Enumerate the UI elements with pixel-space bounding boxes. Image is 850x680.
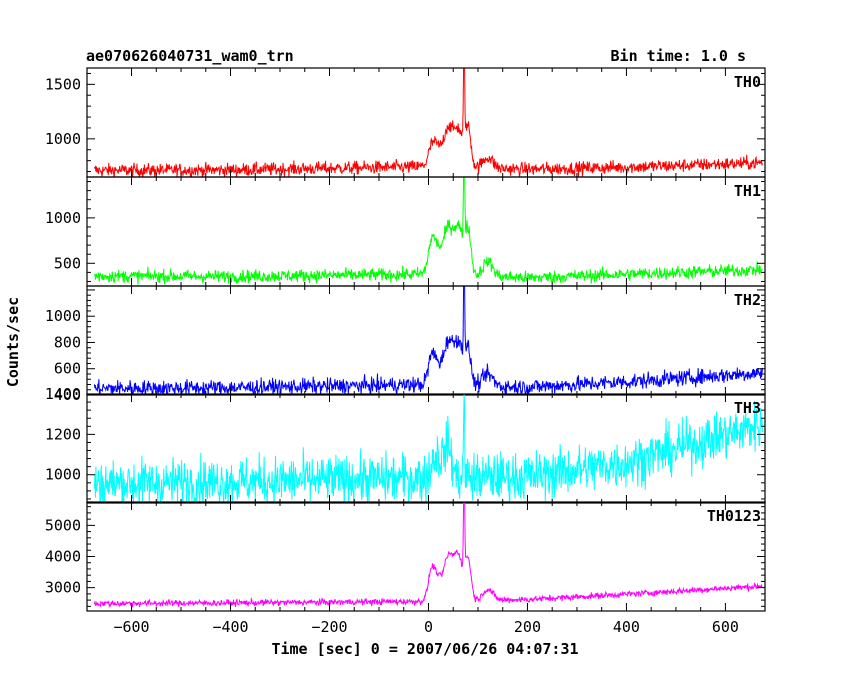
y-tick-label: 1000 bbox=[45, 130, 81, 148]
y-tick-label: 4000 bbox=[45, 548, 81, 566]
y-tick-label: 1000 bbox=[45, 307, 81, 325]
panel-th3: 1000 1200 1400 TH3 bbox=[45, 385, 766, 504]
x-tick-label: 600 bbox=[712, 618, 739, 636]
panel-label: TH0123 bbox=[707, 507, 761, 525]
y-tick-label: 5000 bbox=[45, 516, 81, 534]
y-tick-label: 3000 bbox=[45, 579, 81, 597]
bin-time-label: Bin time: 1.0 s bbox=[611, 47, 746, 65]
y-tick-label: 500 bbox=[54, 254, 81, 272]
series-th2 bbox=[93, 286, 764, 395]
y-tick-label: 800 bbox=[54, 333, 81, 351]
y-tick-label: 400 bbox=[54, 386, 81, 404]
panel-label: TH1 bbox=[734, 182, 761, 200]
x-axis-label: Time [sec] 0 = 2007/06/26 04:07:31 bbox=[271, 640, 578, 658]
y-tick-label: 1400 bbox=[45, 385, 81, 403]
x-tick-label: 200 bbox=[514, 618, 541, 636]
series-th0 bbox=[93, 68, 763, 177]
x-tick-label: −400 bbox=[212, 618, 248, 636]
panels-group: 1000 1500 TH0 500 1000 TH1 400 600 800 1000 TH2 100… bbox=[45, 67, 766, 612]
series-th1 bbox=[94, 177, 763, 285]
y-tick-label: 1000 bbox=[45, 209, 81, 227]
x-tick-label: 400 bbox=[613, 618, 640, 636]
panel-frame bbox=[86, 67, 766, 178]
panel-label: TH2 bbox=[734, 291, 761, 309]
y-tick-label: 600 bbox=[54, 360, 81, 378]
x-tick-label: 0 bbox=[424, 618, 433, 636]
panel-th0123: 3000 4000 5000 TH0123 bbox=[45, 501, 766, 612]
y-tick-label: 1000 bbox=[45, 466, 81, 484]
x-axis: −600 −400 −200 0 200 400 600 bbox=[113, 618, 738, 636]
series-th3 bbox=[93, 394, 764, 503]
panel-frame bbox=[86, 176, 766, 287]
y-tick-label: 1200 bbox=[45, 425, 81, 443]
panel-frame bbox=[86, 501, 766, 612]
panel-frame bbox=[86, 393, 766, 504]
panel-th2: 400 600 800 1000 TH2 bbox=[45, 285, 766, 404]
y-tick-label: 1500 bbox=[45, 75, 81, 93]
series-th0123 bbox=[93, 502, 763, 608]
panel-label: TH0 bbox=[734, 73, 761, 91]
y-axis-label: Counts/sec bbox=[4, 297, 22, 387]
panel-label: TH3 bbox=[734, 399, 761, 417]
x-tick-label: −600 bbox=[113, 618, 149, 636]
panel-frame bbox=[86, 285, 766, 396]
panel-th1: 500 1000 TH1 bbox=[45, 176, 766, 287]
x-tick-label: −200 bbox=[311, 618, 347, 636]
chart-title: ae070626040731_wam0_trn bbox=[86, 47, 294, 65]
